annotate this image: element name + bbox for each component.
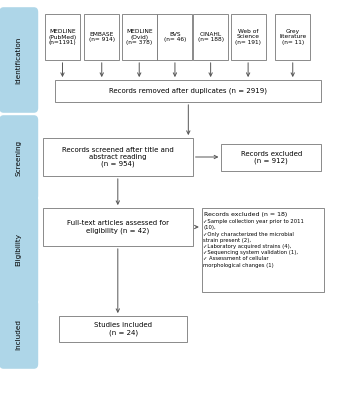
FancyBboxPatch shape [0, 115, 38, 201]
Text: Records excluded
(n = 912): Records excluded (n = 912) [241, 151, 302, 164]
FancyBboxPatch shape [231, 14, 266, 60]
Text: Full-text articles assessed for
eligibility (n = 42): Full-text articles assessed for eligibil… [67, 220, 169, 234]
Text: MEDLINE
(PubMed)
(n=1191): MEDLINE (PubMed) (n=1191) [48, 29, 77, 45]
Text: Included: Included [16, 318, 22, 350]
FancyBboxPatch shape [59, 316, 187, 342]
Text: Web of
Science
(n= 191): Web of Science (n= 191) [235, 29, 261, 45]
FancyBboxPatch shape [0, 7, 38, 113]
FancyBboxPatch shape [157, 14, 192, 60]
FancyBboxPatch shape [221, 144, 321, 171]
FancyBboxPatch shape [43, 138, 193, 176]
Text: Grey
literature
(n= 11): Grey literature (n= 11) [279, 29, 306, 45]
Text: Eligibility: Eligibility [16, 234, 22, 266]
FancyBboxPatch shape [45, 14, 80, 60]
FancyBboxPatch shape [55, 80, 321, 102]
FancyBboxPatch shape [84, 14, 119, 60]
FancyBboxPatch shape [193, 14, 228, 60]
FancyBboxPatch shape [275, 14, 310, 60]
Text: CINAHL
(n= 188): CINAHL (n= 188) [197, 32, 224, 42]
Text: EMBASE
(n= 914): EMBASE (n= 914) [89, 32, 115, 42]
FancyBboxPatch shape [202, 208, 324, 292]
Text: Records excluded (n = 18): Records excluded (n = 18) [204, 212, 287, 217]
Text: Records removed after duplicates (n = 2919): Records removed after duplicates (n = 29… [109, 88, 267, 94]
Text: Screening: Screening [16, 140, 22, 176]
FancyBboxPatch shape [0, 299, 38, 369]
Text: Records screened after title and
abstract reading
(n = 954): Records screened after title and abstrac… [62, 147, 174, 167]
Text: Identification: Identification [16, 36, 22, 84]
Text: MEDLINE
(Ovid)
(n= 378): MEDLINE (Ovid) (n= 378) [126, 29, 152, 45]
Text: BVS
(n= 46): BVS (n= 46) [164, 32, 186, 42]
FancyBboxPatch shape [0, 195, 38, 305]
FancyBboxPatch shape [122, 14, 157, 60]
Text: Studies included
(n = 24): Studies included (n = 24) [94, 322, 152, 336]
Text: ✓Sample collection year prior to 2011
(10),
✓Only characterized the microbial
st: ✓Sample collection year prior to 2011 (1… [203, 219, 305, 268]
FancyBboxPatch shape [43, 208, 193, 246]
